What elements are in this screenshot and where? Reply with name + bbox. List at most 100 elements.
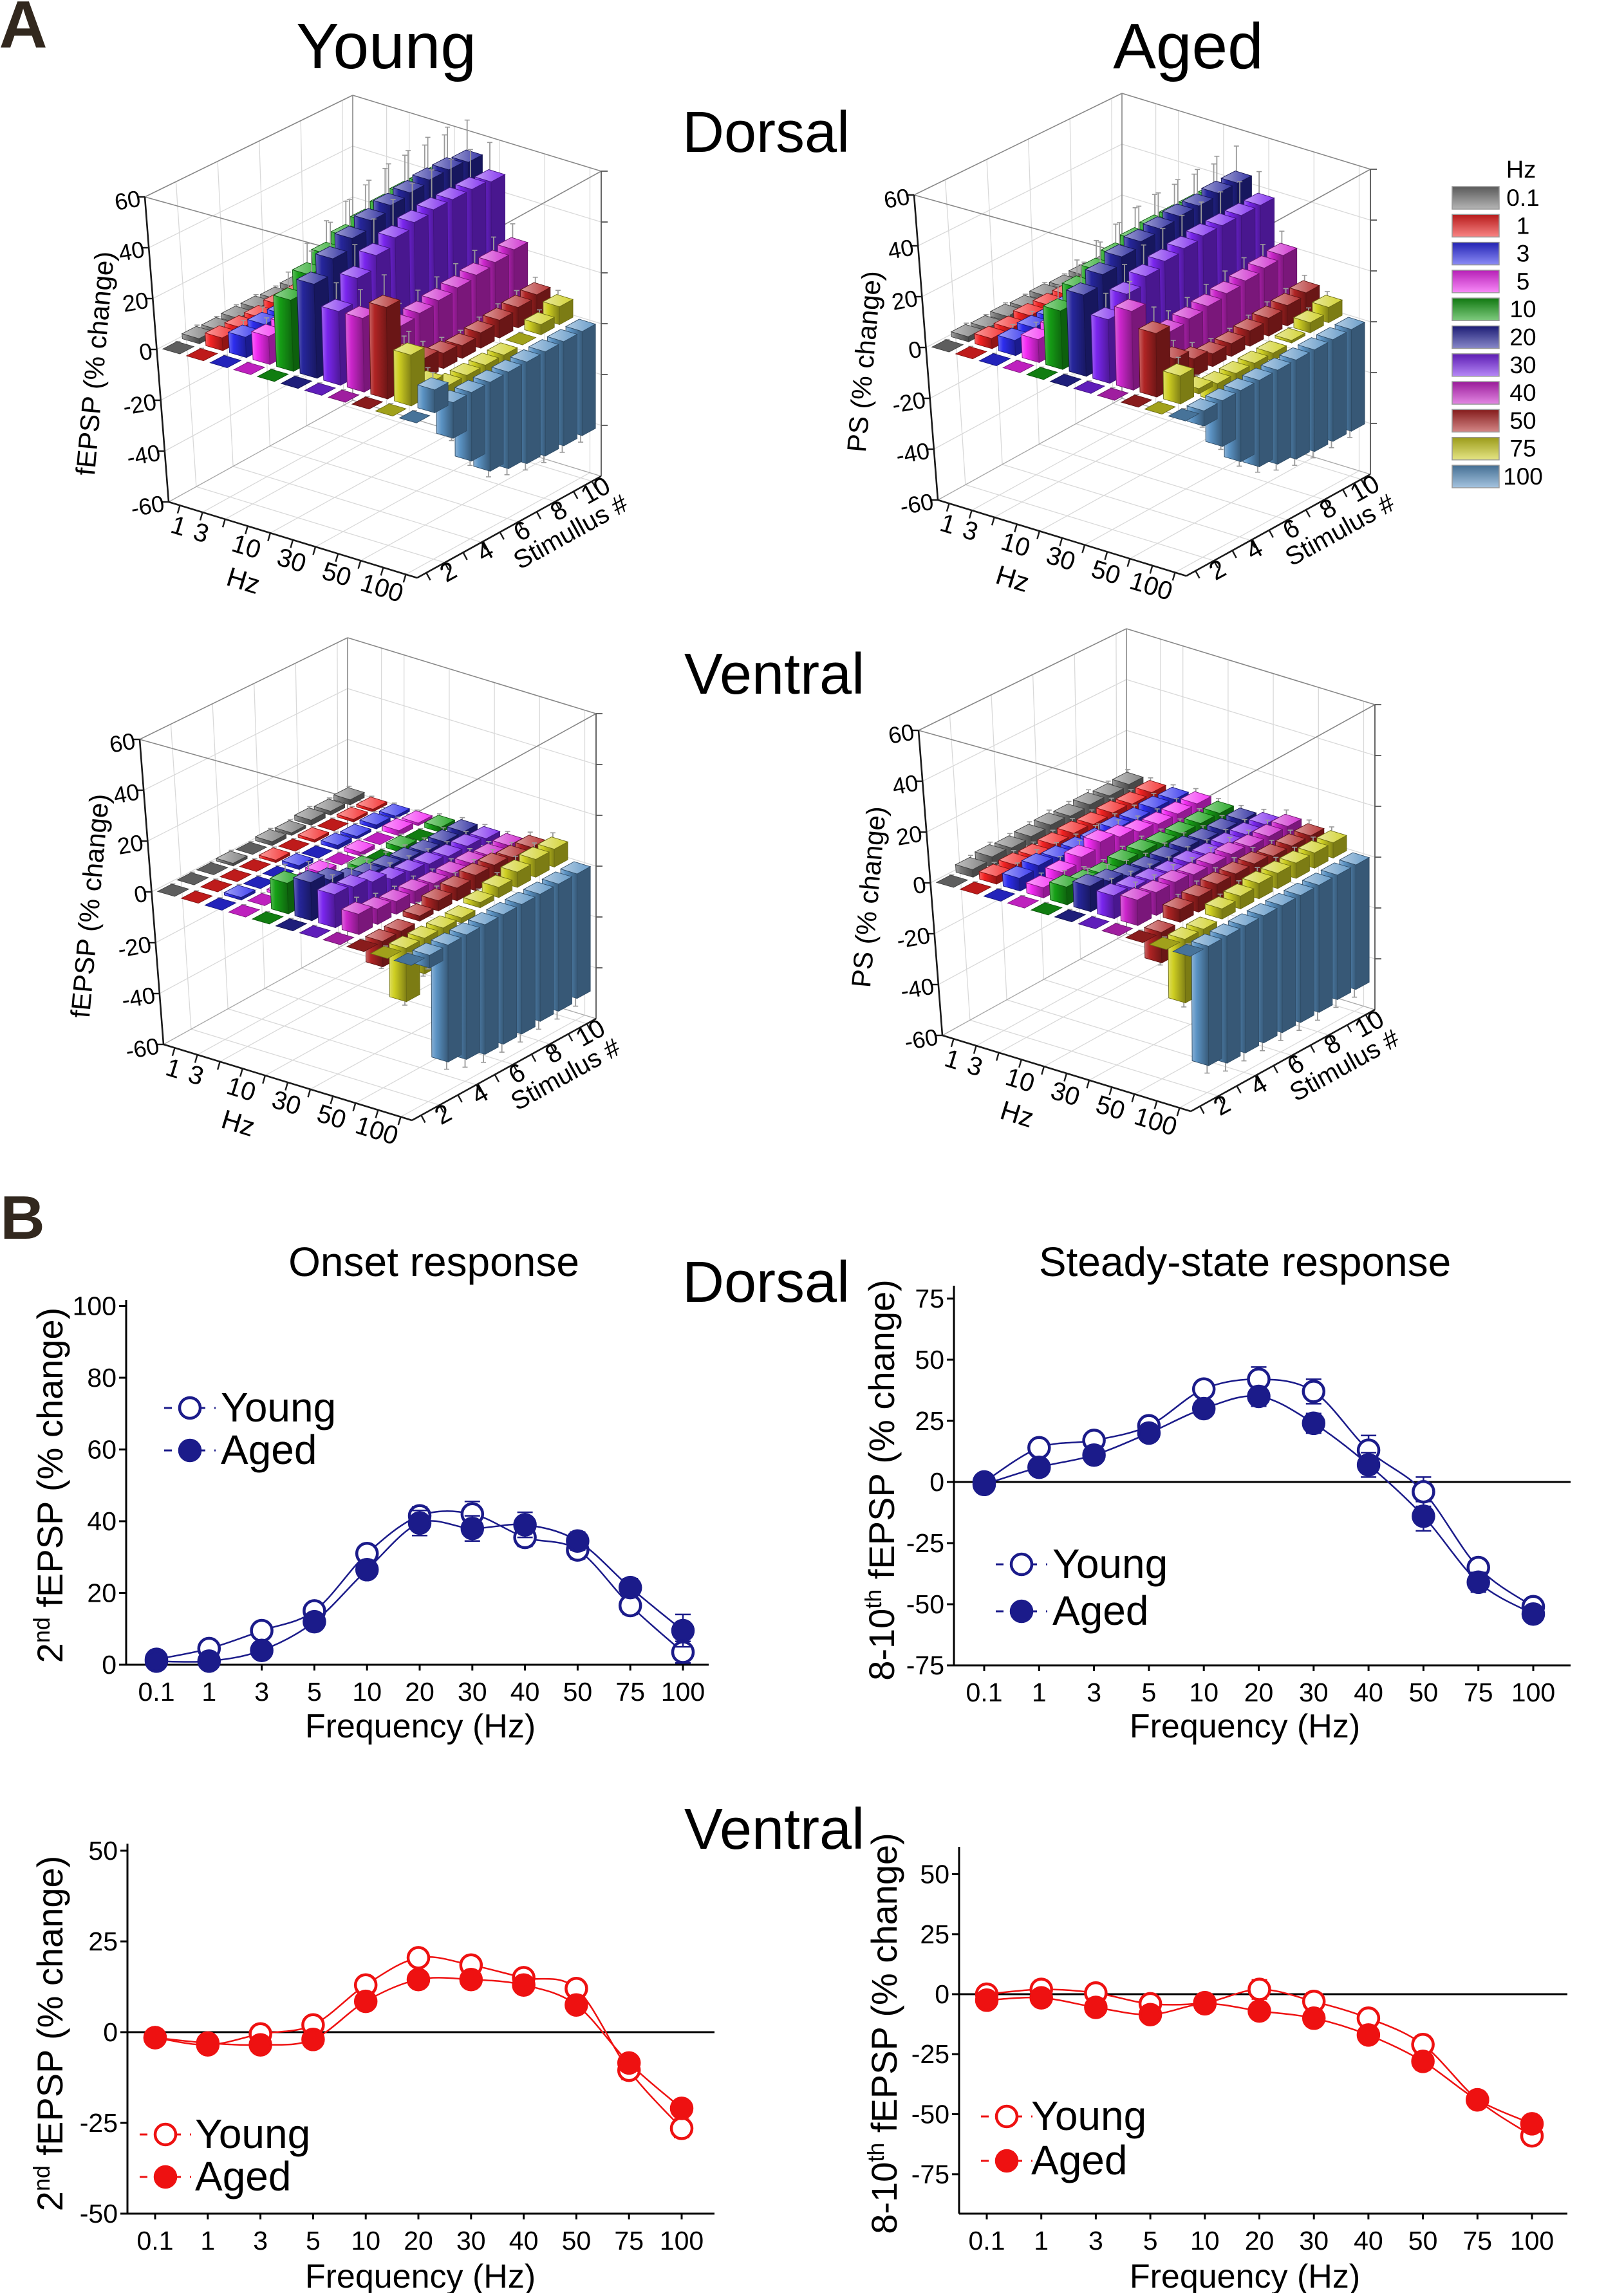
svg-text:60: 60 <box>87 1435 117 1465</box>
svg-text:25: 25 <box>88 1927 118 1956</box>
svg-text:50: 50 <box>563 1677 593 1707</box>
svg-text:3: 3 <box>1088 2226 1103 2255</box>
svg-text:40: 40 <box>111 779 142 809</box>
svg-text:60: 60 <box>882 183 912 214</box>
svg-text:1: 1 <box>1034 2226 1049 2255</box>
svg-text:50: 50 <box>920 1860 949 1889</box>
svg-text:75: 75 <box>1509 436 1536 462</box>
svg-text:0.1: 0.1 <box>138 1677 175 1707</box>
svg-text:-20: -20 <box>895 922 932 954</box>
svg-text:40: 40 <box>890 770 920 800</box>
svg-text:-40: -40 <box>125 440 162 471</box>
svg-text:-50: -50 <box>80 2199 118 2228</box>
svg-text:-20: -20 <box>116 931 153 963</box>
svg-text:Aged: Aged <box>1052 1588 1148 1634</box>
svg-text:0: 0 <box>102 1650 117 1680</box>
svg-text:Young: Young <box>1052 1541 1168 1587</box>
svg-text:40: 40 <box>886 234 916 264</box>
svg-text:-40: -40 <box>899 973 936 1004</box>
svg-text:-50: -50 <box>906 1589 944 1619</box>
svg-text:Aged: Aged <box>195 2153 291 2199</box>
svg-text:20: 20 <box>115 829 145 860</box>
svg-text:-25: -25 <box>906 1528 944 1558</box>
svg-text:5: 5 <box>1517 268 1530 295</box>
svg-text:0: 0 <box>103 2017 118 2047</box>
svg-text:Young: Young <box>195 2111 310 2157</box>
svg-text:B: B <box>0 1183 44 1252</box>
svg-text:20: 20 <box>120 287 151 317</box>
svg-text:5: 5 <box>1143 2226 1158 2255</box>
svg-text:30: 30 <box>1509 352 1536 378</box>
svg-text:20: 20 <box>1245 2226 1275 2255</box>
svg-text:0: 0 <box>935 1979 949 2009</box>
svg-text:Frequency (Hz): Frequency (Hz) <box>1130 1708 1360 1745</box>
svg-text:Dorsal: Dorsal <box>682 100 850 165</box>
svg-text:-75: -75 <box>906 1651 944 1680</box>
svg-text:50: 50 <box>1409 1678 1439 1707</box>
svg-text:100: 100 <box>660 2226 704 2255</box>
svg-text:Steady-state response: Steady-state response <box>1039 1239 1451 1285</box>
svg-text:30: 30 <box>456 2226 486 2255</box>
svg-text:20: 20 <box>890 285 920 315</box>
svg-text:20: 20 <box>405 1677 434 1707</box>
svg-text:20: 20 <box>894 820 924 851</box>
svg-text:Ventral: Ventral <box>684 1797 864 1862</box>
svg-text:Young: Young <box>221 1384 336 1430</box>
svg-text:-20: -20 <box>121 389 158 420</box>
svg-text:-75: -75 <box>911 2160 949 2189</box>
svg-text:40: 40 <box>1354 2226 1383 2255</box>
svg-text:100: 100 <box>1503 463 1543 490</box>
svg-text:-60: -60 <box>129 490 166 522</box>
svg-text:40: 40 <box>117 236 147 266</box>
svg-text:-25: -25 <box>80 2108 118 2138</box>
svg-text:30: 30 <box>1299 1678 1329 1707</box>
svg-text:40: 40 <box>87 1506 117 1536</box>
svg-text:75: 75 <box>1462 2226 1492 2255</box>
svg-text:1: 1 <box>201 1677 216 1707</box>
svg-text:3: 3 <box>1087 1678 1101 1707</box>
svg-text:100: 100 <box>73 1292 117 1321</box>
svg-text:60: 60 <box>886 719 917 749</box>
svg-text:0.1: 0.1 <box>137 2226 174 2255</box>
svg-text:80: 80 <box>87 1363 117 1393</box>
svg-text:-50: -50 <box>911 2100 949 2129</box>
svg-text:20: 20 <box>404 2226 433 2255</box>
svg-text:50: 50 <box>562 2226 592 2255</box>
svg-text:40: 40 <box>1509 380 1536 406</box>
svg-text:Young: Young <box>296 10 476 82</box>
svg-text:10: 10 <box>351 2226 380 2255</box>
svg-text:Ventral: Ventral <box>684 642 864 707</box>
svg-text:20: 20 <box>1509 324 1536 351</box>
svg-text:0.1: 0.1 <box>1506 185 1539 211</box>
svg-text:25: 25 <box>920 1920 949 1949</box>
svg-text:50: 50 <box>88 1836 118 1866</box>
svg-text:20: 20 <box>87 1578 117 1608</box>
svg-text:-25: -25 <box>911 2039 949 2069</box>
svg-text:8-10th fEPSP (% change): 8-10th fEPSP (% change) <box>863 1833 904 2234</box>
svg-text:1: 1 <box>200 2226 215 2255</box>
svg-text:10: 10 <box>352 1677 382 1707</box>
svg-text:100: 100 <box>661 1677 705 1707</box>
svg-text:100: 100 <box>1511 1678 1555 1707</box>
svg-text:-40: -40 <box>894 438 931 469</box>
svg-text:8-10th fEPSP (% change): 8-10th fEPSP (% change) <box>860 1279 902 1681</box>
svg-text:75: 75 <box>615 1677 645 1707</box>
svg-text:Aged: Aged <box>221 1427 317 1473</box>
svg-text:0.1: 0.1 <box>966 1678 1003 1707</box>
svg-text:40: 40 <box>1354 1678 1383 1707</box>
svg-text:10: 10 <box>1509 296 1536 322</box>
svg-text:-40: -40 <box>120 982 157 1014</box>
svg-text:Frequency (Hz): Frequency (Hz) <box>305 2258 536 2293</box>
svg-text:60: 60 <box>107 728 138 758</box>
svg-text:-60: -60 <box>902 1024 940 1055</box>
svg-text:Frequency (Hz): Frequency (Hz) <box>1130 2258 1360 2293</box>
svg-text:3: 3 <box>1517 241 1530 267</box>
svg-text:5: 5 <box>306 2226 321 2255</box>
svg-text:5: 5 <box>307 1677 322 1707</box>
svg-text:3: 3 <box>254 1677 269 1707</box>
svg-text:60: 60 <box>113 185 143 216</box>
svg-text:50: 50 <box>915 1345 944 1375</box>
svg-text:50: 50 <box>1509 407 1536 434</box>
svg-text:100: 100 <box>1510 2226 1554 2255</box>
svg-text:Aged: Aged <box>1113 10 1264 82</box>
